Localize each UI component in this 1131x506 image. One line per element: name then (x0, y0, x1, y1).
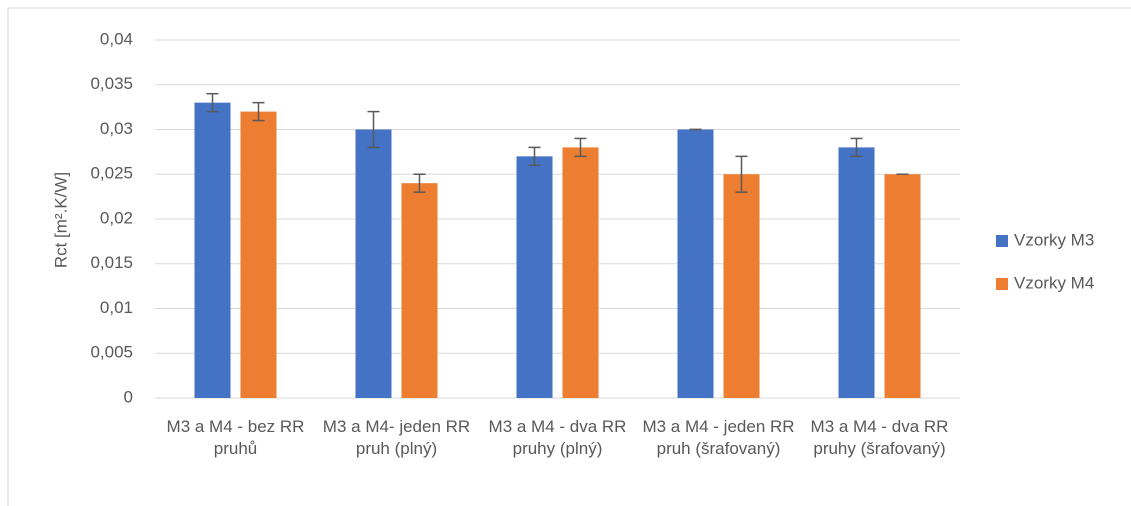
bar (401, 183, 438, 398)
bar (884, 174, 921, 398)
y-tick-label: 0,04 (100, 29, 133, 48)
y-tick-label: 0,015 (90, 253, 133, 272)
y-tick-label: 0,025 (90, 164, 133, 183)
y-tick-label: 0,005 (90, 343, 133, 362)
bar (677, 129, 714, 398)
y-tick-label: 0 (124, 387, 133, 406)
y-tick-label: 0,02 (100, 208, 133, 227)
y-tick-label: 0,035 (90, 74, 133, 93)
bar (240, 111, 277, 398)
y-axis-label: Rct [m².K/W] (51, 172, 70, 268)
legend-label: Vzorky M4 (1014, 273, 1094, 292)
legend-label: Vzorky M3 (1014, 230, 1094, 249)
bar (516, 156, 553, 398)
chart-border (7, 7, 1131, 506)
bar (562, 147, 599, 398)
y-tick-label: 0,03 (100, 119, 133, 138)
x-tick-label: M3 a M4 - jeden RR pruh (šrafovaný) (642, 417, 795, 458)
y-tick-label: 0,01 (100, 298, 133, 317)
bar (355, 129, 392, 398)
legend-swatch (996, 235, 1008, 247)
legend-swatch (996, 278, 1008, 290)
x-tick-label: M3 a M4 - dva RR pruhy (plný) (488, 417, 627, 458)
x-tick-label: M3 a M4 - bez RR pruhů (166, 417, 305, 458)
bar (838, 147, 875, 398)
bar (723, 174, 760, 398)
x-tick-label: M3 a M4 - dva RR pruhy (šrafovaný) (810, 417, 949, 458)
x-tick-label: M3 a M4- jeden RR pruh (plný) (322, 417, 471, 458)
bar (194, 102, 231, 399)
